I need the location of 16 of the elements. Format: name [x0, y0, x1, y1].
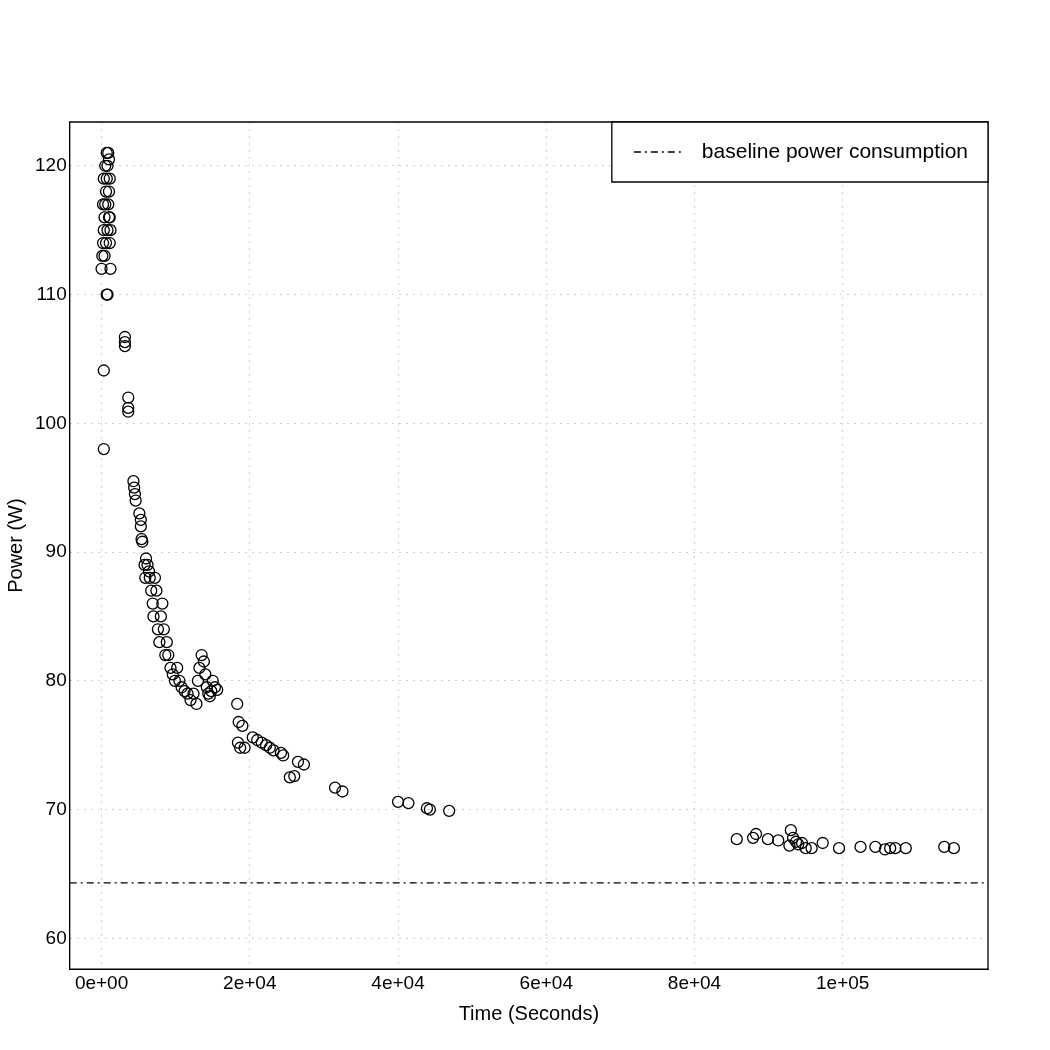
y-axis-title: Power (W) [3, 498, 26, 593]
y-tick-label: 110 [36, 282, 67, 304]
y-tick-label: 80 [45, 669, 67, 691]
y-tick-label: 100 [35, 411, 67, 433]
legend-label: baseline power consumption [701, 138, 969, 162]
x-tick-label: 1e+05 [816, 971, 870, 993]
y-tick-label: 120 [35, 154, 67, 176]
x-tick-label: 6e+04 [519, 971, 574, 993]
x-axis-title: Time (Seconds) [458, 1001, 600, 1024]
x-tick-label: 8e+04 [667, 971, 722, 993]
y-tick-label: 60 [45, 926, 67, 948]
x-tick-label: 0e+00 [74, 971, 129, 993]
y-tick-label: 90 [45, 540, 67, 562]
x-tick-label: 4e+04 [371, 971, 426, 993]
x-tick-label: 2e+04 [223, 971, 277, 993]
y-tick-label: 70 [45, 797, 67, 819]
